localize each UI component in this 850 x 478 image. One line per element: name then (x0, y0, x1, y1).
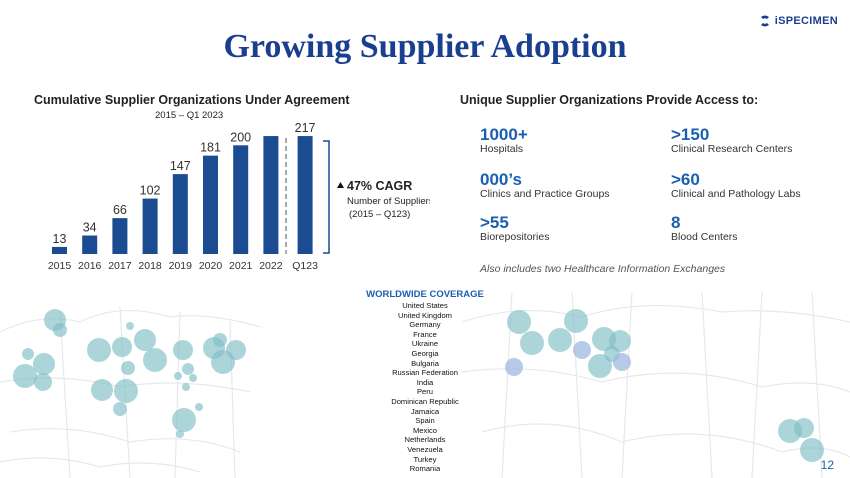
cagr-note-line1: Number of Suppliers (347, 196, 430, 207)
bar-value-label: 181 (200, 141, 221, 155)
country-item: Mexico (412, 425, 438, 435)
chart-title: Cumulative Supplier Organizations Under … (34, 93, 350, 107)
stat-label: Clinical Research Centers (671, 143, 793, 155)
x-tick-label: 2019 (169, 260, 193, 272)
europe-asia-map (462, 292, 850, 478)
bar-2020 (203, 155, 218, 254)
bar-2018 (142, 198, 158, 254)
country-item: Turkey (413, 454, 437, 464)
bar-value-label: 147 (170, 159, 191, 173)
stat-label: Clinical and Pathology Labs (671, 188, 801, 200)
stat-label: Clinics and Practice Groups (480, 188, 610, 200)
bar-2016 (82, 235, 98, 254)
chart-subtitle: 2015 – Q1 2023 (155, 110, 224, 121)
cagr-triangle-icon (337, 182, 344, 188)
stat-hospitals: 1000+ Hospitals (480, 126, 528, 155)
bar-value-label: 217 (295, 121, 316, 135)
x-tick-label: 2018 (138, 260, 162, 272)
access-title: Unique Supplier Organizations Provide Ac… (460, 93, 759, 107)
americas-map (0, 306, 261, 478)
stat-value: 000’s (480, 170, 522, 189)
bar-2019 (172, 174, 188, 254)
stat-label: Hospitals (480, 143, 524, 155)
x-tick-label: 2020 (199, 260, 223, 272)
country-item: Germany (409, 320, 441, 330)
bar-value-label: 200 (230, 130, 251, 144)
country-item: Ukraine (411, 339, 439, 349)
stat-biorepositories: >55 Biorepositories (480, 214, 549, 243)
cagr-note-line2: (2015 – Q123) (349, 209, 410, 220)
access-footnote: Also includes two Healthcare Information… (480, 263, 726, 275)
bar-2015 (52, 246, 67, 254)
x-tick-label: Q123 (292, 260, 318, 272)
stat-pathology-labs: >60 Clinical and Pathology Labs (671, 171, 801, 200)
country-item: Georgia (411, 348, 439, 358)
supplier-bar-chart: 13 34 66 102 147 181 200 217 2015 2016 2017 2018 20… (48, 121, 430, 272)
country-item: Dominican Republic (391, 396, 459, 406)
country-item: Venezuela (407, 444, 443, 454)
slide-title: Growing Supplier Adoption (223, 28, 627, 65)
stat-value: >60 (671, 170, 700, 189)
stat-value: >150 (671, 125, 710, 144)
stat-value: >55 (480, 213, 509, 232)
bar-2022 (263, 136, 279, 254)
country-list: United States United Kingdom Germany France… (0, 301, 850, 474)
bar-value-label: 13 (53, 232, 67, 246)
bar-2017 (112, 218, 128, 254)
country-item: Netherlands (404, 435, 446, 445)
stat-value: 1000+ (480, 125, 528, 144)
bar-value-label: 66 (113, 203, 127, 217)
country-item: Russian Federation (392, 368, 458, 378)
cagr-bracket (323, 140, 330, 254)
brand-logo-icon (760, 15, 769, 27)
country-item: United Kingdom (397, 310, 453, 320)
country-item: France (413, 329, 437, 339)
country-item: India (416, 377, 434, 387)
cagr-value: 47% CAGR (347, 179, 412, 193)
country-item: United States (402, 301, 448, 310)
brand-logo-text: iSPECIMEN (774, 15, 838, 27)
stat-clinical-research: >150 Clinical Research Centers (671, 126, 792, 155)
stat-value: 8 (671, 213, 681, 232)
stat-label: Blood Centers (671, 231, 738, 243)
bar-q123 (297, 136, 313, 254)
bar-value-label: 34 (83, 221, 97, 235)
x-tick-label: 2022 (259, 260, 283, 272)
x-tick-label: 2015 (48, 260, 72, 272)
page-number: 12 (820, 458, 834, 472)
stat-clinics: 000’s Clinics and Practice Groups (480, 171, 610, 200)
bar-2021 (233, 145, 249, 254)
country-item: Bulgaria (411, 358, 439, 368)
country-item: Jamaica (410, 406, 440, 416)
x-tick-label: 2021 (229, 260, 253, 272)
bar-value-label: 102 (140, 184, 161, 198)
stat-label: Biorepositories (480, 231, 550, 243)
country-item: Peru (416, 387, 434, 397)
country-item: Romania (409, 464, 441, 474)
brand-logo: iSPECIMEN (758, 14, 838, 28)
x-tick-label: 2017 (108, 260, 132, 272)
stat-blood-centers: 8 Blood Centers (671, 214, 738, 243)
x-tick-label: 2016 (78, 260, 102, 272)
coverage-title: WORLDWIDE COVERAGE (366, 289, 484, 300)
country-item: Spain (415, 416, 435, 426)
